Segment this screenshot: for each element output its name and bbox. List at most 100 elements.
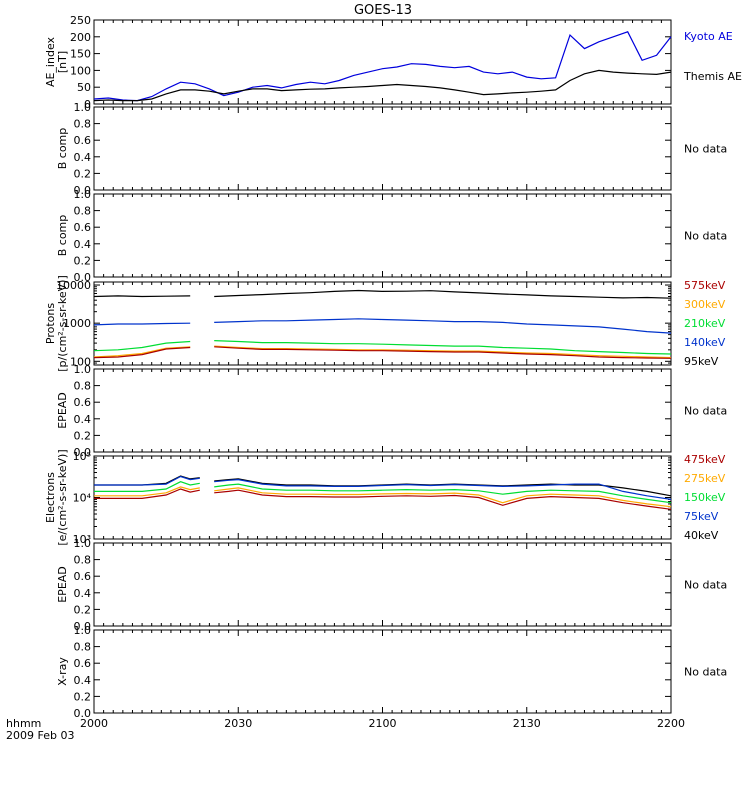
y-tick-label: 1.0 (74, 624, 92, 637)
y-tick-label: 0.8 (74, 554, 92, 567)
series-line-95kev (93, 295, 191, 298)
series-line-75kev (214, 478, 672, 500)
y-tick-label: 200 (70, 31, 91, 44)
time-tick-label: 2030 (224, 717, 252, 730)
y-tick-label: 1.0 (74, 101, 92, 114)
no-data-label: No data (684, 405, 727, 418)
legend-entry: 140keV (684, 336, 726, 349)
no-data-label: No data (684, 230, 727, 243)
y-tick-label: 50 (77, 81, 91, 94)
y-axis-label: AE_index (44, 36, 57, 87)
y-tick-label: 0.6 (74, 657, 92, 670)
time-axis-date-label: 2009 Feb 03 (6, 729, 74, 742)
legend-entry: 150keV (684, 491, 726, 504)
y-tick-label: 0.4 (74, 238, 92, 251)
series-line-75kev (94, 475, 200, 486)
series-line-275kev (94, 486, 200, 497)
panel-epead1-frame (93, 368, 672, 453)
y-tick-label: 150 (70, 48, 91, 61)
legend-entry: 475keV (684, 453, 726, 466)
y-tick-label: 0.8 (74, 380, 92, 393)
y-tick-label: 0.2 (74, 690, 92, 703)
series-line-475kev (214, 489, 672, 510)
panel-xray: 0.0 0.2 0.4 0.6 0.8 1.0 X-ray No data (56, 624, 727, 720)
y-tick-label: 0 (84, 98, 91, 111)
y-tick-label: 10⁵ (73, 450, 91, 463)
series-line-575kev (214, 346, 672, 359)
y-tick-label: 100 (70, 355, 91, 368)
panel-bcomp1-frame (93, 106, 672, 191)
y-tick-label: 1.0 (74, 188, 92, 201)
legend-entry: Themis AE (683, 70, 742, 83)
series-line-210kev (93, 340, 191, 352)
series-line-475kev (94, 488, 200, 499)
y-tick-label: 0.6 (74, 570, 92, 583)
series-line-themis-ae (93, 69, 672, 102)
series-line-300kev (93, 346, 191, 358)
legend-entry: 275keV (684, 472, 726, 485)
panel-electrons: 10³ 10⁴ 10⁵ Electrons [e/(cm²-s-sr-keV)] 475k… (44, 449, 726, 546)
legend-entry: 75keV (684, 510, 719, 523)
y-axis-label: [nT] (56, 51, 69, 73)
y-tick-label: 0.6 (74, 396, 92, 409)
time-tick-label: 2130 (513, 717, 541, 730)
time-axis-unit-label: hhmm (6, 717, 41, 730)
y-tick-label: 10³ (73, 533, 91, 546)
panel-protons: 100 1000 10000 Protons [p/(cm²-s-sr-keV)] 575… (44, 275, 726, 372)
y-axis-label: X-ray (56, 657, 69, 686)
y-tick-label: 1.0 (74, 363, 92, 376)
panel-bcomp2: 0.0 0.2 0.4 0.6 0.8 1.0 B comp No data (56, 188, 727, 284)
y-tick-label: 0.4 (74, 413, 92, 426)
panel-epead2: 0.0 0.2 0.4 0.6 0.8 1.0 EPEAD No data (56, 537, 727, 633)
legend-entry: 210keV (684, 317, 726, 330)
series-line-140kev (93, 322, 191, 326)
y-tick-label: 0.8 (74, 205, 92, 218)
legend-entry: 575keV (684, 279, 726, 292)
y-tick-label: 0.8 (74, 118, 92, 131)
time-axis: hhmm 2009 Feb 03 2000 2030 2100 2130 2200 (6, 717, 685, 742)
y-tick-label: 0.0 (74, 184, 92, 197)
time-tick-label: 2200 (657, 717, 685, 730)
figure-title: GOES-13 (354, 3, 412, 18)
y-tick-label: 10000 (56, 279, 91, 292)
legend-entry: 40keV (684, 529, 719, 542)
y-tick-label: 0.2 (74, 429, 92, 442)
panel-bcomp2-frame (93, 193, 672, 278)
legend-entry: 300keV (684, 298, 726, 311)
y-tick-label: 0.4 (74, 587, 92, 600)
y-tick-label: 0.8 (74, 641, 92, 654)
y-axis-label: B comp (56, 215, 69, 257)
y-axis-label: EPEAD (56, 566, 69, 603)
time-tick-label: 2100 (369, 717, 397, 730)
series-line-210kev (214, 340, 672, 355)
y-tick-label: 0.0 (74, 271, 92, 284)
y-tick-label: 0.2 (74, 603, 92, 616)
panel-epead1: 0.0 0.2 0.4 0.6 0.8 1.0 EPEAD No data (56, 363, 727, 459)
series-line-140kev (214, 318, 672, 334)
series-line-kyoto-ae (93, 31, 672, 102)
series-line-95kev (214, 289, 672, 299)
y-tick-label: 0.0 (74, 620, 92, 633)
no-data-label: No data (684, 143, 727, 156)
y-tick-label: 250 (70, 14, 91, 27)
panel-xray-frame (93, 629, 672, 714)
y-axis-label: Protons (44, 303, 57, 344)
series-line-150kev (94, 481, 200, 492)
y-tick-label: 0.0 (74, 707, 92, 720)
series-line-575kev (93, 346, 191, 359)
y-axis-label: [p/(cm²-s-sr-keV)] (56, 275, 69, 372)
y-tick-label: 0.4 (74, 674, 92, 687)
y-tick-label: 0.0 (74, 446, 92, 459)
y-tick-label: 0.6 (74, 134, 92, 147)
y-tick-label: 0.2 (74, 254, 92, 267)
panel-bcomp1: 0.0 0.2 0.4 0.6 0.8 1.0 B comp No data (56, 101, 727, 197)
panel-ae: 0 50 100 150 200 250 AE_index [nT] Kyoto AE Themi… (44, 14, 742, 111)
series-line-150kev (214, 483, 672, 504)
y-axis-label: [e/(cm²-s-sr-keV)] (56, 449, 69, 545)
y-tick-label: 0.2 (74, 167, 92, 180)
no-data-label: No data (684, 579, 727, 592)
y-tick-label: 1000 (63, 317, 91, 330)
y-tick-label: 0.6 (74, 221, 92, 234)
y-tick-label: 100 (70, 64, 91, 77)
